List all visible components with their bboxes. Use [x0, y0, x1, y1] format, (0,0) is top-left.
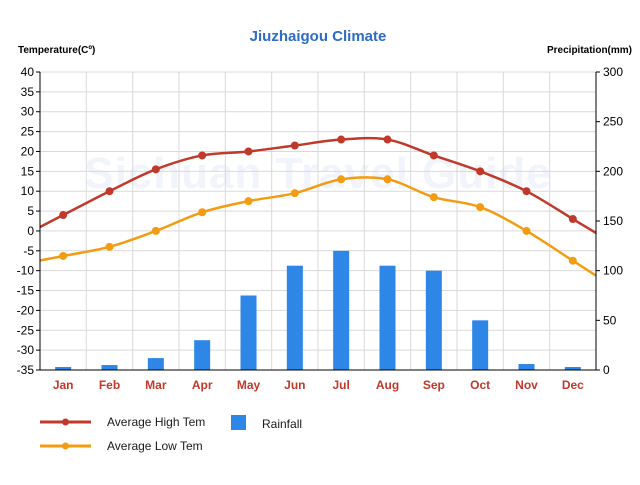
axes: -35 -30 -25 -20 -15 -10 -5 0 5 10 15 20 25 30 35 40 0 50 1…	[17, 65, 624, 392]
temperature-point	[198, 208, 207, 217]
rainfall-bar	[101, 365, 118, 370]
x-tick-label: Mar	[145, 378, 167, 392]
left-tick-label: 30	[21, 105, 35, 119]
temperature-point	[151, 226, 160, 235]
rainfall-bars	[55, 250, 581, 370]
x-tick-label: Feb	[99, 378, 120, 392]
right-axis-title: Precipitation(mm)	[547, 45, 632, 56]
legend: Average High Tem Average Low Tem Rainfall	[40, 415, 302, 453]
right-tick-label: 0	[603, 363, 610, 377]
temperature-point	[290, 141, 299, 150]
temperature-point	[383, 175, 392, 184]
legend-label: Average High Tem	[107, 415, 205, 429]
rainfall-bar	[564, 367, 581, 370]
x-tick-label: Sep	[423, 378, 445, 392]
temperature-point	[105, 187, 114, 196]
temperature-point	[198, 151, 207, 160]
temperature-lines	[39, 135, 597, 277]
temperature-point	[568, 256, 577, 265]
temperature-point	[59, 251, 68, 260]
left-tick-label: -20	[17, 303, 35, 317]
legend-swatch-point	[62, 418, 69, 426]
left-tick-label: 40	[21, 65, 35, 79]
rainfall-bar	[379, 265, 396, 370]
temperature-point	[522, 187, 531, 196]
legend-label: Rainfall	[262, 417, 302, 431]
right-tick-label: 50	[603, 313, 617, 327]
left-tick-label: 15	[21, 164, 35, 178]
temperature-point	[105, 242, 114, 251]
temperature-point	[244, 197, 253, 206]
legend-swatch-bar	[231, 415, 246, 430]
left-tick-label: -10	[17, 264, 35, 278]
left-tick-label: 25	[21, 125, 35, 139]
temperature-point	[383, 135, 392, 144]
x-tick-label: Dec	[562, 378, 584, 392]
x-tick-label: Oct	[470, 378, 490, 392]
right-tick-label: 100	[603, 264, 623, 278]
temperature-point	[476, 167, 485, 176]
rainfall-bar	[194, 340, 211, 370]
rainfall-bar	[286, 265, 303, 370]
left-tick-label: 0	[27, 224, 34, 238]
left-tick-label: -35	[17, 363, 35, 377]
temperature-point	[151, 165, 160, 174]
chart-title: Jiuzhaigou Climate	[250, 28, 387, 45]
left-tick-label: -25	[17, 323, 35, 337]
rainfall-bar	[425, 270, 442, 370]
temperature-point	[429, 151, 438, 160]
x-tick-label: Jun	[284, 378, 305, 392]
temperature-point	[522, 226, 531, 235]
rainfall-bar	[147, 358, 164, 370]
temperature-line	[39, 136, 597, 234]
rainfall-bar	[472, 320, 489, 370]
right-tick-label: 200	[603, 164, 623, 178]
right-tick-label: 250	[603, 115, 623, 129]
x-tick-label: Jul	[332, 378, 349, 392]
left-tick-label: -5	[23, 244, 34, 258]
left-tick-label: 35	[21, 85, 35, 99]
left-axis-title: Temperature(Cº)	[18, 45, 95, 56]
right-tick-label: 150	[603, 214, 623, 228]
rainfall-bar	[240, 295, 257, 370]
left-tick-label: -15	[17, 284, 35, 298]
right-tick-label: 300	[603, 65, 623, 79]
temperature-point	[244, 147, 253, 156]
left-tick-label: 5	[27, 204, 34, 218]
temperature-point	[476, 203, 485, 212]
legend-label: Average Low Tem	[107, 439, 203, 453]
temperature-point	[337, 175, 346, 184]
rainfall-bar	[333, 250, 350, 370]
temperature-point	[59, 211, 68, 220]
left-tick-label: -30	[17, 343, 35, 357]
temperature-point	[290, 189, 299, 198]
x-tick-label: Jan	[53, 378, 74, 392]
x-tick-label: Apr	[192, 378, 213, 392]
temperature-point	[337, 135, 346, 144]
rainfall-bar	[55, 367, 72, 370]
grid-lines	[39, 71, 597, 371]
temperature-line	[39, 176, 597, 277]
x-tick-label: Nov	[515, 378, 538, 392]
x-tick-label: Aug	[376, 378, 399, 392]
legend-swatch-point	[62, 442, 69, 450]
left-tick-label: 20	[21, 144, 35, 158]
left-tick-label: 10	[21, 184, 35, 198]
rainfall-bar	[518, 364, 535, 370]
x-tick-label: May	[237, 378, 261, 392]
temperature-point	[568, 215, 577, 224]
temperature-point	[429, 193, 438, 202]
